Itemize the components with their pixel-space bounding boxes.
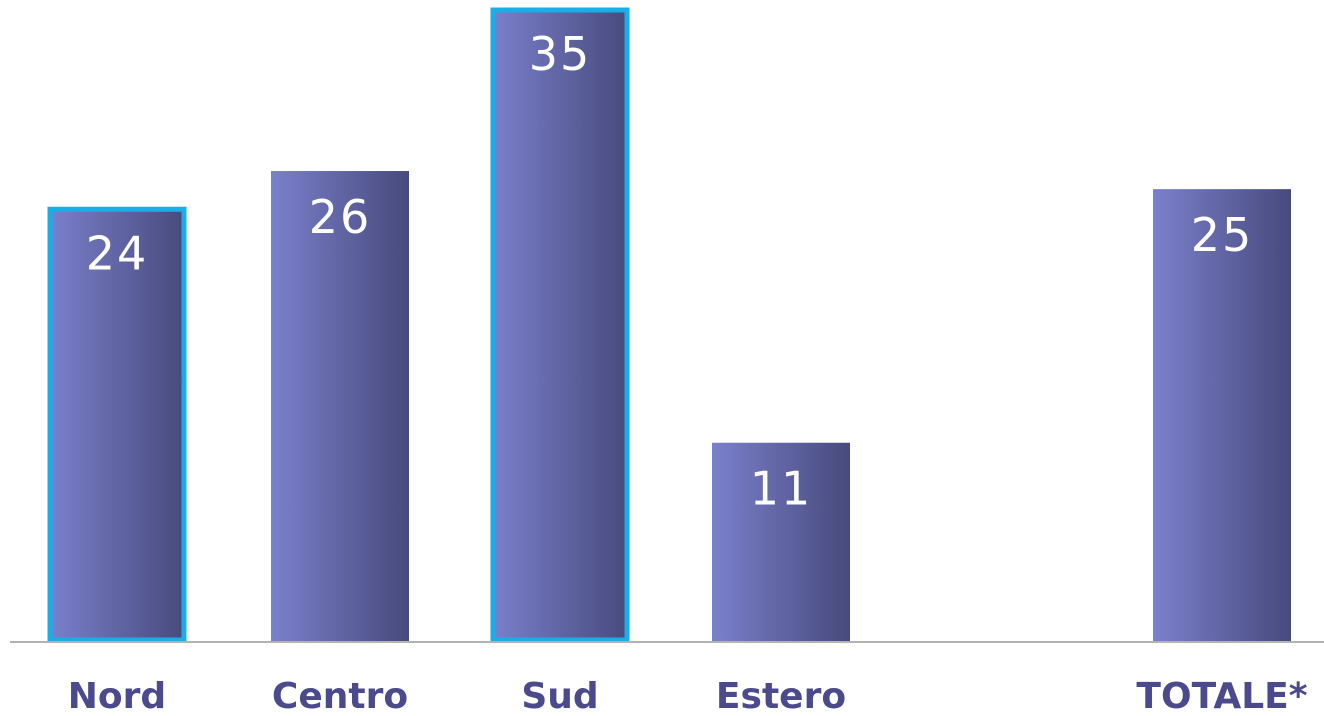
bar-centro bbox=[271, 171, 409, 642]
bar-nord bbox=[48, 207, 186, 642]
bar-totale bbox=[1153, 189, 1291, 642]
bar-estero bbox=[712, 442, 850, 642]
bar-highlight-nord bbox=[47, 206, 187, 643]
category-label-estero: Estero bbox=[716, 676, 846, 716]
bar-sud bbox=[491, 8, 629, 642]
category-label-nord: Nord bbox=[68, 676, 166, 716]
bar-highlight-sud bbox=[490, 7, 630, 643]
value-label-estero: 11 bbox=[750, 462, 813, 516]
category-label-sud: Sud bbox=[521, 676, 598, 716]
value-label-centro: 26 bbox=[309, 190, 372, 244]
category-label-totale: TOTALE* bbox=[1136, 676, 1307, 716]
value-label-nord: 24 bbox=[86, 226, 149, 280]
category-label-centro: Centro bbox=[272, 676, 408, 716]
bars-group bbox=[47, 7, 1291, 643]
value-label-totale: 25 bbox=[1191, 208, 1254, 262]
labels-group: 24 Nord 26 Centro 35 Sud 11 Estero 25 TOTALE* bbox=[68, 27, 1308, 716]
value-label-sud: 35 bbox=[529, 27, 592, 81]
